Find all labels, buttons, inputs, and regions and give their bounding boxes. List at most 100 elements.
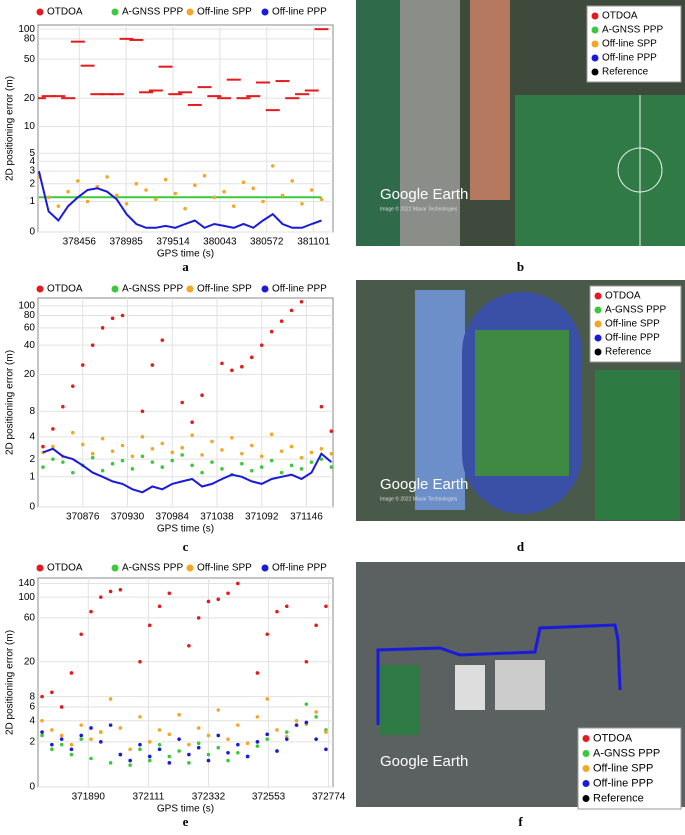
data-point [294, 723, 299, 727]
data-point [59, 742, 64, 747]
data-point [187, 742, 191, 747]
data-point [180, 445, 184, 450]
data-point [309, 188, 314, 192]
x-tick-label: 372111 [132, 792, 164, 803]
y-tick-label: 8 [29, 691, 35, 702]
data-point [314, 710, 318, 714]
data-point [309, 450, 314, 455]
data-point [230, 435, 234, 440]
data-point [319, 457, 324, 461]
data-point [56, 204, 61, 208]
y-axis-label: 2D positioning error (m) [5, 630, 16, 735]
y-tick-label: 2 [29, 736, 35, 747]
y-tick-label: 100 [18, 24, 35, 35]
legend-label: Off-line PPP [605, 333, 660, 344]
panel-label: b [517, 259, 524, 274]
data-point [279, 319, 284, 324]
data-point [329, 465, 333, 469]
data-point [79, 632, 84, 637]
data-point [196, 616, 201, 620]
data-point [220, 448, 224, 452]
field [356, 0, 406, 246]
data-point [69, 752, 74, 757]
data-point [50, 742, 54, 747]
data-point [160, 441, 165, 446]
data-point [138, 659, 142, 664]
data-point [289, 463, 294, 468]
panel-label: f [518, 814, 523, 829]
data-point [187, 761, 191, 765]
watermark: Google Earth [380, 753, 468, 770]
x-axis-label: GPS time (s) [157, 804, 214, 815]
data-point [76, 179, 80, 183]
x-tick-label: 378456 [63, 237, 97, 248]
legend-marker [186, 564, 194, 572]
data-point [270, 164, 275, 168]
data-point [275, 728, 279, 732]
y-tick-label: 140 [18, 578, 35, 589]
data-point [255, 744, 260, 748]
legend-marker [582, 780, 590, 787]
legend-marker [591, 26, 599, 34]
data-point [89, 726, 93, 730]
watermark: Google Earth [380, 476, 468, 493]
data-point [177, 712, 181, 717]
data-point [309, 460, 314, 464]
data-point [154, 197, 158, 202]
data-point [69, 671, 74, 675]
legend-marker [591, 54, 599, 62]
data-point [226, 737, 230, 741]
y-tick-label: 5 [29, 148, 35, 159]
pitch [475, 330, 569, 476]
data-point [324, 747, 328, 752]
data-point [240, 364, 244, 369]
data-point [144, 188, 148, 192]
y-tick-label: 20 [24, 656, 36, 667]
y-tick-label: 60 [24, 322, 36, 333]
legend-label: Off-line SPP [197, 7, 252, 18]
data-point [299, 467, 304, 471]
data-point [299, 299, 304, 304]
data-point [259, 343, 264, 347]
data-point [157, 728, 162, 732]
data-point [167, 754, 172, 759]
data-point [226, 591, 230, 596]
series-line [42, 447, 332, 494]
data-point [245, 754, 250, 759]
data-point [147, 623, 152, 628]
data-point [118, 587, 123, 592]
data-point [89, 609, 93, 614]
data-point [241, 180, 246, 185]
data-point [157, 742, 162, 747]
data-point [177, 737, 181, 741]
legend-label: Off-line SPP [605, 319, 660, 330]
legend-marker [594, 348, 602, 356]
y-tick-label: 100 [18, 592, 35, 603]
data-point [216, 708, 221, 712]
watermark: Google Earth [380, 186, 468, 203]
data-point [120, 458, 125, 463]
data-point [183, 206, 187, 211]
x-tick-label: 371146 [290, 512, 323, 523]
data-point [226, 750, 230, 755]
legend-label: Reference [605, 347, 652, 358]
data-point [50, 690, 54, 695]
data-point [290, 179, 295, 183]
data-point [160, 465, 165, 469]
football-field [515, 95, 685, 246]
x-tick-label: 371038 [200, 512, 234, 523]
x-axis-label: GPS time (s) [157, 524, 214, 535]
data-point [265, 632, 270, 637]
y-axis-label: 2D positioning error (m) [5, 76, 16, 181]
legend-marker [36, 564, 44, 572]
data-point [249, 355, 254, 360]
data-point [245, 741, 250, 746]
legend-label: OTDOA [47, 7, 83, 18]
data-point [324, 604, 328, 609]
legend-marker [594, 306, 602, 314]
x-tick-label: 370984 [156, 512, 190, 523]
data-point [105, 175, 109, 179]
data-point [289, 308, 294, 313]
data-point [89, 756, 93, 761]
data-point [190, 433, 194, 437]
